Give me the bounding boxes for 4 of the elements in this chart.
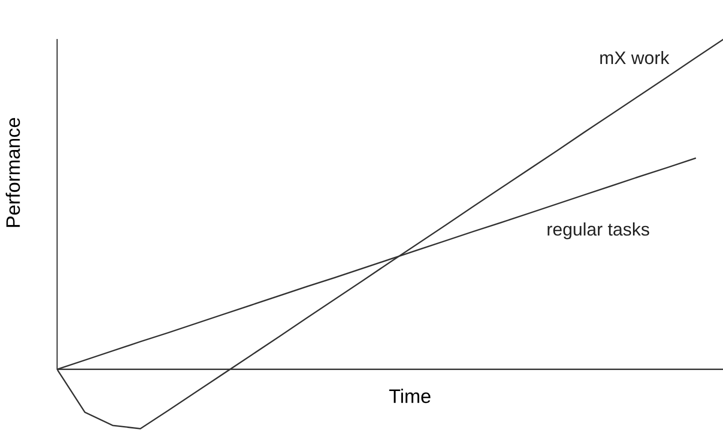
series-label: regular tasks — [548, 222, 650, 240]
y-axis-title: Performance — [6, 118, 20, 227]
x-axis-title: Time — [389, 388, 430, 404]
series-label: mX work — [600, 50, 670, 64]
